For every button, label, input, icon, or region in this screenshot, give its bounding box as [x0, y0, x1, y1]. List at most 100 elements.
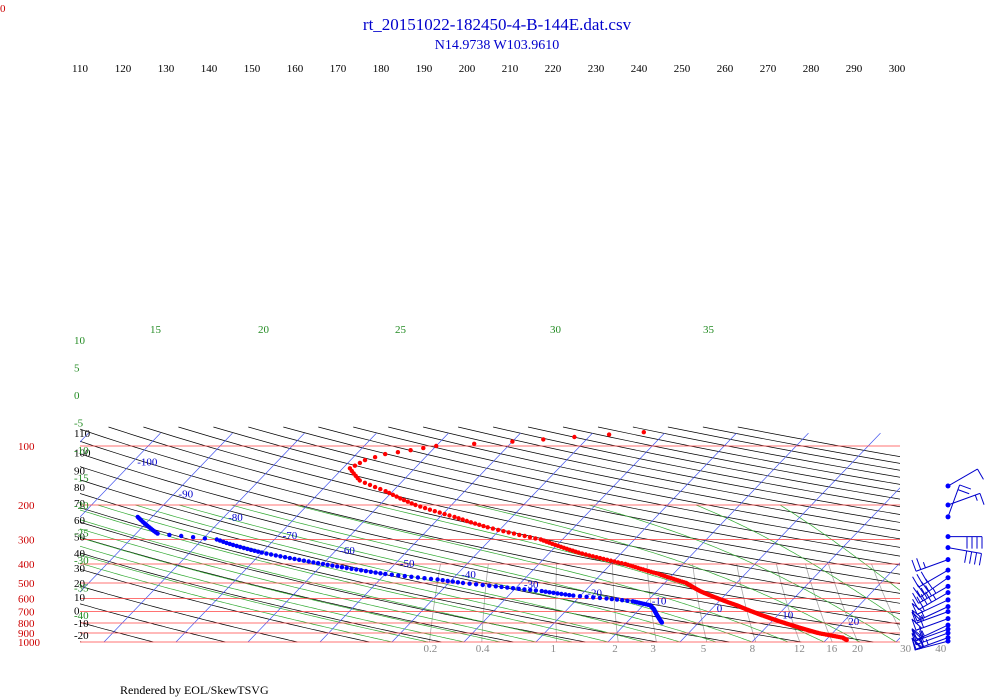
dewpoint-point: [349, 566, 354, 571]
dewpoint-point: [460, 580, 466, 586]
dewpoint-point: [533, 588, 539, 593]
dewpoint-point: [547, 590, 552, 595]
wind-barb-full: [979, 493, 985, 505]
pseudoadiabat-label: 5: [74, 363, 80, 375]
dewpoint-point: [440, 578, 445, 583]
pressure-tick-label: 600: [18, 594, 35, 606]
theta-tick-label: 300: [889, 63, 906, 75]
temperature-point: [511, 531, 517, 536]
pressure-tick-label: 200: [18, 500, 35, 512]
mixing-ratio-line: [736, 563, 757, 643]
temperature-point: [387, 490, 392, 496]
theta-tick-label: 230: [588, 63, 605, 75]
temperature-point: [468, 520, 474, 525]
dewpoint-point: [315, 561, 321, 566]
wind-barb-half: [932, 587, 937, 594]
temperature-point: [460, 517, 465, 522]
moist-adiabat-line: [179, 504, 717, 643]
temperature-point: [481, 523, 486, 529]
dewpoint-point: [559, 591, 564, 597]
dewpoint-point: [155, 531, 160, 536]
dewpoint-point: [190, 535, 196, 540]
temperature-point: [579, 551, 585, 556]
temperature-point: [604, 557, 610, 562]
left-axis-tick-label: 60: [74, 515, 86, 527]
dewpoint-point: [373, 570, 378, 575]
pseudoadiabat-label: 30: [550, 324, 562, 336]
dewpoint-point: [383, 571, 388, 577]
dewpoint-point: [311, 560, 316, 565]
dewpoint-point: [292, 556, 297, 562]
left-axis-tick-label: 10: [74, 592, 86, 604]
wind-barb-full: [918, 630, 925, 643]
dewpoint-point: [409, 574, 414, 579]
dewpoint-point: [435, 577, 440, 582]
wind-barb-station: [945, 590, 951, 596]
dewpoint-point: [238, 544, 243, 550]
dewpoint-point: [264, 551, 269, 556]
wind-barb-staff: [947, 484, 961, 518]
dewpoint-point: [389, 572, 394, 577]
dewpoint-point: [227, 541, 232, 547]
dewpoint-point: [268, 552, 274, 557]
temperature-point: [844, 637, 849, 643]
dewpoint-point: [555, 591, 560, 596]
dewpoint-point: [563, 592, 568, 597]
dewpoint-point: [591, 595, 596, 600]
wind-barb-flag: [911, 618, 923, 631]
wind-barb-station: [945, 597, 951, 603]
isotherm-label: -100: [137, 457, 158, 469]
mixing-ratio-label: 0.4: [476, 643, 490, 655]
dewpoint-point: [584, 594, 589, 599]
isotherm-label: -90: [178, 489, 193, 501]
pseudoadiabat-label: -5: [74, 418, 84, 430]
dry-adiabat-line: [80, 466, 874, 643]
temperature-point: [442, 511, 447, 517]
mixing-ratio-line: [903, 564, 941, 642]
dry-adiabat-line: [80, 641, 82, 643]
profile-data: [135, 430, 849, 643]
dewpoint-point: [325, 562, 330, 567]
wind-barb-full: [912, 587, 921, 598]
wind-barb-full: [925, 585, 932, 597]
dewpoint-point: [604, 596, 609, 601]
temperature-point: [612, 559, 617, 564]
dewpoint-point: [571, 593, 576, 598]
temperature-point: [594, 555, 599, 560]
wind-barb: [945, 534, 983, 549]
wind-barb: [911, 616, 951, 631]
wind-barb: [911, 597, 951, 615]
isotherm-label: -40: [461, 569, 476, 581]
wind-barb-station: [945, 483, 951, 489]
wind-barb: [912, 583, 951, 604]
wind-barb-station: [945, 635, 951, 641]
dewpoint-point: [245, 546, 250, 552]
wind-barb-station: [945, 609, 951, 615]
isotherm-line: [391, 432, 593, 643]
isotherm-label: -60: [340, 545, 355, 557]
wind-barb: [945, 484, 972, 520]
temperature-point: [485, 525, 490, 530]
temperature-point: [456, 516, 461, 521]
temperature-point: [608, 558, 613, 563]
dewpoint-point: [297, 557, 302, 562]
wind-barb: [945, 492, 985, 508]
temperature-point: [590, 554, 595, 559]
theta-tick-label: 240: [631, 63, 648, 75]
wind-barb: [911, 557, 951, 572]
mixing-ratio-label: 16: [826, 643, 838, 655]
left-axis-tick-label: 40: [74, 548, 86, 560]
theta-tick-label: 200: [459, 63, 476, 75]
temperature-point: [421, 445, 426, 451]
dry-adiabat-line: [80, 536, 514, 643]
isotherm-label: -10: [652, 596, 667, 608]
temperature-point: [383, 451, 388, 457]
dewpoint-point: [287, 555, 292, 561]
pseudoadiabat-label: 35: [703, 324, 715, 336]
dewpoint-point: [363, 568, 369, 574]
chart-subtitle: N14.9738 W103.9610: [435, 38, 560, 53]
temperature-point: [517, 532, 522, 538]
temperature-point: [597, 555, 603, 561]
dewpoint-point: [415, 575, 421, 580]
